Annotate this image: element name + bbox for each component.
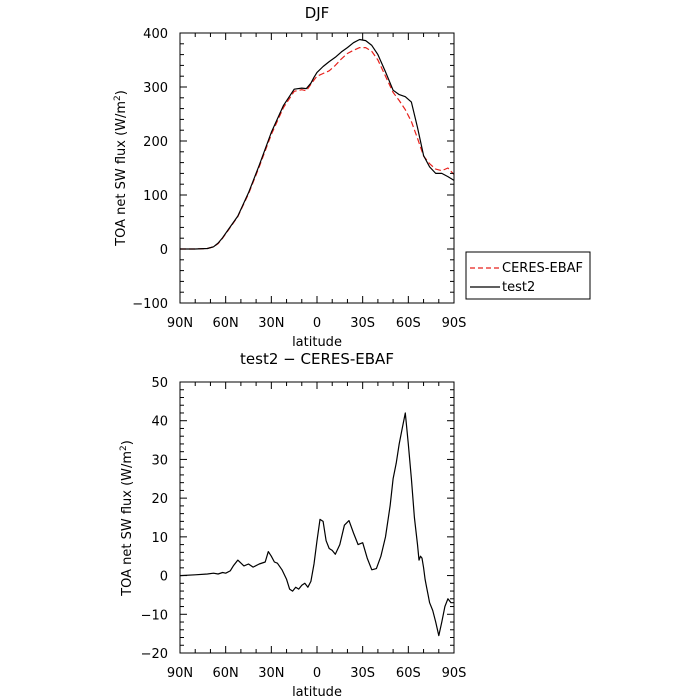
y-tick-label: 200 bbox=[143, 135, 168, 150]
top-panel-title: DJF bbox=[305, 4, 330, 22]
top-panel-djf: DJF 90N 60N 30N 0 30S 60S 90S −100 0 100 200 300 400… bbox=[113, 4, 591, 350]
legend-box bbox=[465, 251, 591, 300]
y-tick-label: 50 bbox=[151, 376, 168, 391]
bottom-panel-title: test2 − CERES-EBAF bbox=[240, 350, 394, 368]
y-tick-label: 0 bbox=[160, 243, 168, 258]
x-tick-label: 0 bbox=[313, 316, 321, 331]
y-tick-label: 300 bbox=[143, 81, 168, 96]
x-tick-label: 60N bbox=[213, 316, 239, 331]
x-tick-label: 90N bbox=[167, 316, 193, 331]
bottom-panel-ticks: 90N 60N 30N 0 30S 60S 90S −20 −10 0 10 20 30 40 50 bbox=[141, 376, 467, 681]
x-tick-label: 30N bbox=[258, 316, 284, 331]
y-tick-label: −100 bbox=[132, 297, 168, 312]
x-tick-label: 60N bbox=[213, 666, 239, 681]
x-tick-label: 60S bbox=[396, 666, 421, 681]
x-tick-label: 60S bbox=[396, 316, 421, 331]
y-tick-label: 10 bbox=[151, 531, 168, 546]
legend: CERES-EBAF test2 bbox=[465, 251, 591, 300]
top-panel-ticks: 90N 60N 30N 0 30S 60S 90S −100 0 100 200 300 400 bbox=[132, 27, 466, 331]
x-tick-label: 90S bbox=[442, 666, 467, 681]
series-line-difference bbox=[179, 412, 454, 637]
top-panel-y-axis-title: TOA net SW flux (W/m2) bbox=[113, 90, 129, 247]
x-tick-label: 30N bbox=[258, 666, 284, 681]
x-tick-label: 0 bbox=[313, 666, 321, 681]
y-tick-label: 0 bbox=[160, 570, 168, 585]
y-tick-label: 30 bbox=[151, 453, 168, 468]
bottom-panel-difference: test2 − CERES-EBAF 90N 60N 30N 0 30S 60S 90S −2… bbox=[119, 350, 466, 700]
bottom-panel-y-axis-title: TOA net SW flux (W/m2) bbox=[119, 440, 135, 597]
y-tick-label: 100 bbox=[143, 189, 168, 204]
top-panel-x-axis-title: latitude bbox=[292, 335, 342, 350]
series-line-ceres-ebaf bbox=[180, 46, 455, 250]
bottom-panel-series bbox=[179, 412, 454, 637]
bottom-panel-x-axis-title: latitude bbox=[292, 685, 342, 700]
series-line-test2 bbox=[180, 38, 455, 250]
y-tick-label: 400 bbox=[143, 27, 168, 42]
top-panel-series bbox=[180, 38, 455, 250]
y-tick-label: 40 bbox=[151, 415, 168, 430]
y-tick-label: −20 bbox=[141, 647, 168, 662]
x-tick-label: 30S bbox=[350, 316, 375, 331]
legend-label-ceres-ebaf: CERES-EBAF bbox=[502, 261, 583, 276]
x-tick-label: 30S bbox=[350, 666, 375, 681]
y-tick-label: 20 bbox=[151, 492, 168, 507]
bottom-panel-frame bbox=[179, 381, 455, 654]
legend-label-test2: test2 bbox=[502, 280, 535, 295]
x-tick-label: 90N bbox=[167, 666, 193, 681]
x-tick-label: 90S bbox=[442, 316, 467, 331]
y-tick-label: −10 bbox=[141, 608, 168, 623]
